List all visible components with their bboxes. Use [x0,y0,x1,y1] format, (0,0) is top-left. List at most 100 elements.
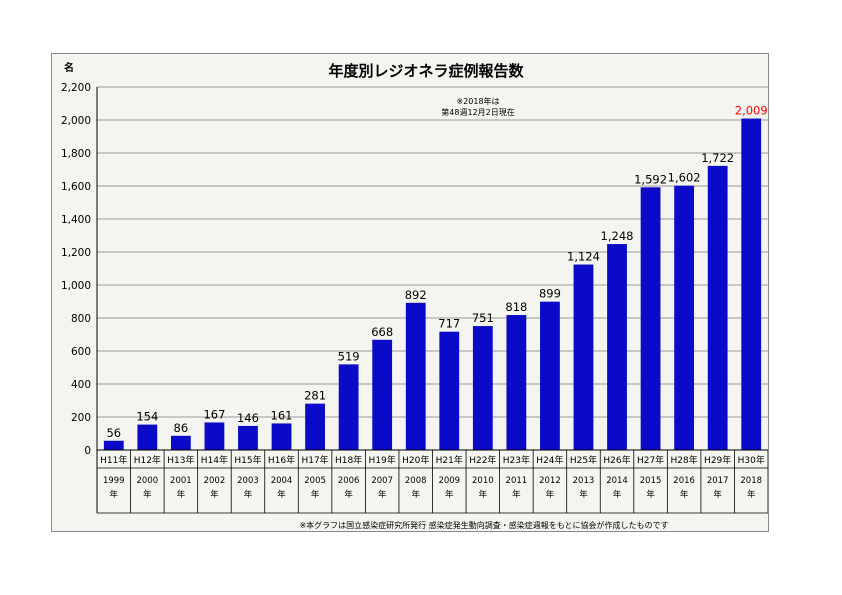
data-label: 2,009 [735,104,768,118]
year-label: 1999 [103,476,125,486]
bar [741,118,762,450]
year-label: 2013 [573,476,595,486]
data-label: 1,592 [634,172,667,186]
category-label: H16年 [268,454,295,466]
year-label: 2018 [740,476,762,486]
year-label: 2006 [338,476,360,486]
y-tick-label: 1,200 [61,247,91,259]
category-label: H28年 [671,454,698,466]
year-suffix-label: 年 [277,489,286,500]
data-label: 167 [203,407,225,421]
category-label: H24年 [536,454,563,466]
data-label: 1,722 [701,151,734,165]
data-label: 1,124 [567,250,600,264]
bar [707,165,728,450]
year-suffix-label: 年 [311,489,320,500]
bar [137,424,158,450]
year-label: 2002 [204,476,226,486]
category-label: H13年 [167,454,194,466]
category-label: H23年 [503,454,530,466]
bar [305,403,325,450]
year-label: 2011 [506,476,528,486]
category-label: H11年 [100,454,127,466]
bar [405,302,426,450]
chart-note-line-2: 第48週12月2日現在 [441,107,514,117]
chart-svg: 年度別レジオネラ症例報告数 名 ※2018年は 第48週12月2日現在 56 15… [52,54,768,531]
year-suffix-label: 年 [344,489,353,500]
year-suffix-label: 年 [479,489,488,500]
year-label: 2010 [472,476,494,486]
data-label: 161 [271,408,293,422]
y-tick-label: 400 [71,379,91,391]
year-label: 2012 [539,476,561,486]
year-suffix-label: 年 [378,489,387,500]
year-suffix-label: 年 [143,489,152,500]
category-label: H14年 [201,454,228,466]
bar [506,315,527,450]
data-label: 892 [405,288,427,302]
year-suffix-label: 年 [110,489,119,500]
category-label: H17年 [301,454,328,466]
year-label: 2003 [237,476,259,486]
year-suffix-label: 年 [445,489,454,500]
grid-layer [97,86,768,451]
year-suffix-label: 年 [210,489,219,500]
y-tick-label: 1,800 [61,148,91,160]
bar [540,301,560,450]
chart-note-line-1: ※2018年は [456,96,499,106]
bar [439,331,460,450]
year-suffix-label: 年 [177,489,186,500]
bar [338,364,359,450]
data-label: 668 [371,325,393,339]
chart-frame: 年度別レジオネラ症例報告数 名 ※2018年は 第48週12月2日現在 56 15… [51,53,769,532]
bar [372,339,393,450]
year-label: 2001 [170,476,192,486]
bar [640,187,661,450]
bar [170,435,191,450]
data-label: 86 [174,421,189,435]
category-label: H22年 [469,454,496,466]
category-label: H29年 [704,454,731,466]
data-label: 146 [237,411,259,425]
year-suffix-label: 年 [713,489,722,500]
data-label: 56 [106,426,121,440]
y-tick-label: 600 [71,346,91,358]
data-label: 717 [438,317,460,331]
category-label: H15年 [234,454,261,466]
year-label: 2017 [707,476,729,486]
bar [238,425,258,450]
bar-layer [103,118,762,451]
year-suffix-label: 年 [646,489,655,500]
year-label: 2014 [606,476,628,486]
year-suffix-label: 年 [546,489,555,500]
data-label: 1,248 [601,229,634,243]
bar [607,244,627,450]
category-label: H27年 [637,454,664,466]
category-label: H19年 [369,454,396,466]
year-suffix-label: 年 [411,489,420,500]
y-tick-label: 800 [71,313,91,325]
axis-layer: 0 200 400 600 800 1,000 1,200 1,400 1,600 1,800 2,… [61,82,768,514]
year-label: 2015 [640,476,662,486]
data-label: 818 [505,300,527,314]
bar [674,185,695,451]
y-unit-label: 名 [64,61,74,74]
chart-footnote: ※本グラフは国立感染症研究所発行 感染症発生動向調査・感染症週報をもとに協会が作… [299,520,668,530]
data-label: 154 [136,410,158,424]
y-tick-label: 1,600 [61,181,91,193]
year-label: 2005 [304,476,326,486]
year-label: 2004 [271,476,293,486]
year-label: 2009 [438,476,460,486]
bar [204,422,225,450]
year-suffix-label: 年 [512,489,521,500]
data-label: 281 [304,389,326,403]
bar [271,423,292,450]
category-label: H12年 [134,454,161,466]
y-tick-label: 1,000 [61,280,91,292]
data-label: 899 [539,287,561,301]
data-label: 519 [338,349,360,363]
year-label: 2007 [371,476,393,486]
year-suffix-label: 年 [613,489,622,500]
year-suffix-label: 年 [244,489,253,500]
category-label: H25年 [570,454,597,466]
